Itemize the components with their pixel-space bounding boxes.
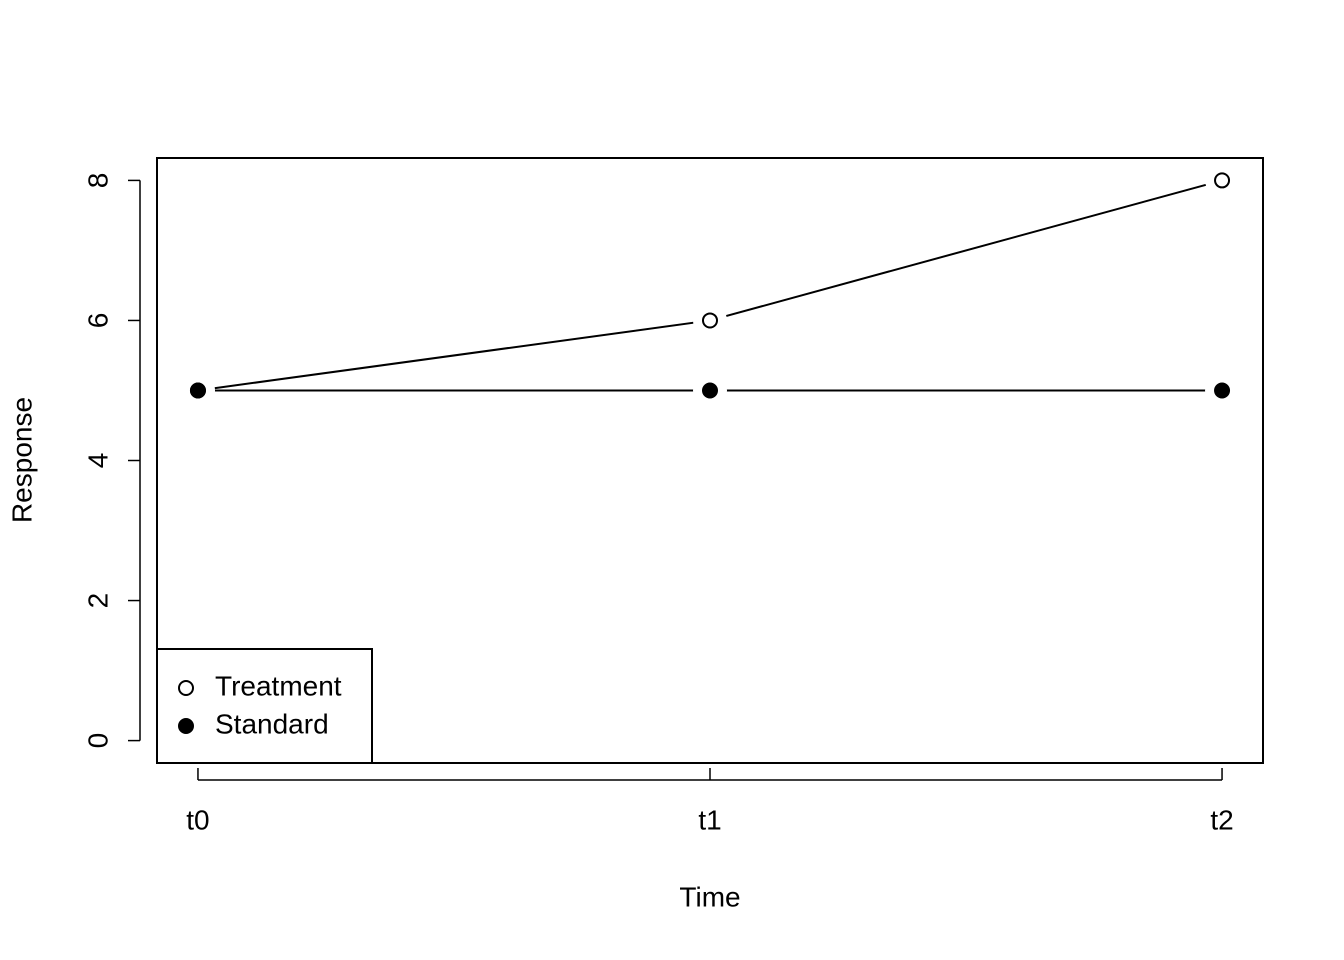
x-tick-label: t0 <box>186 804 209 835</box>
y-tick-label: 8 <box>82 173 113 189</box>
point <box>702 312 718 329</box>
legend-marker <box>178 680 194 696</box>
point <box>189 382 206 399</box>
y-axis-label: Response <box>6 397 37 523</box>
plot-frame <box>156 157 1264 764</box>
point <box>1214 172 1231 189</box>
legend-label: Treatment <box>215 670 342 701</box>
x-tick-label: t1 <box>698 804 721 835</box>
y-tick-label: 6 <box>82 313 113 329</box>
legend-label: Standard <box>215 708 329 739</box>
point <box>702 382 718 399</box>
x-tick-label: t2 <box>1210 804 1233 835</box>
y-tick-label: 2 <box>82 593 113 609</box>
y-tick-label: 0 <box>82 733 113 749</box>
legend-box <box>156 648 373 764</box>
point <box>1214 382 1231 399</box>
x-axis-label: Time <box>679 881 740 912</box>
y-tick-label: 4 <box>82 453 113 469</box>
legend-marker <box>178 718 194 734</box>
